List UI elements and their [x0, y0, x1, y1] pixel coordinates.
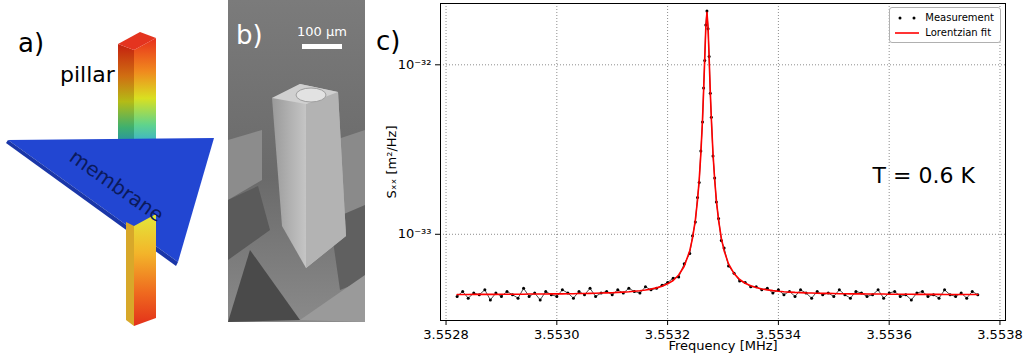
svg-text:membrane: membrane [65, 144, 168, 226]
svg-text:100 µm: 100 µm [297, 24, 347, 39]
svg-text:pillar: pillar [60, 62, 116, 87]
svg-text:Sₓₓ [m²/Hz]: Sₓₓ [m²/Hz] [384, 126, 399, 199]
svg-text:10⁻³³: 10⁻³³ [398, 226, 432, 241]
svg-text:c): c) [376, 26, 400, 56]
svg-text:3.5534: 3.5534 [755, 326, 802, 342]
html-text:Lorentzian fit: Lorentzian fit [925, 27, 992, 38]
svg-text:T = 0.6 K: T = 0.6 K [872, 163, 976, 188]
svg-text:3.5532: 3.5532 [644, 326, 691, 342]
svg-text:3.5530: 3.5530 [534, 327, 580, 342]
svg-text:3.5536: 3.5536 [866, 327, 912, 342]
svg-text:b): b) [236, 20, 263, 50]
svg-text:3.5528: 3.5528 [423, 327, 469, 342]
html-text:Measurement: Measurement [925, 12, 994, 23]
svg-text:Frequency [MHz]: Frequency [MHz] [668, 338, 777, 353]
svg-text:10⁻³²: 10⁻³² [398, 57, 432, 72]
svg-text:3.5538: 3.5538 [977, 327, 1023, 342]
svg-text:a): a) [18, 28, 44, 58]
